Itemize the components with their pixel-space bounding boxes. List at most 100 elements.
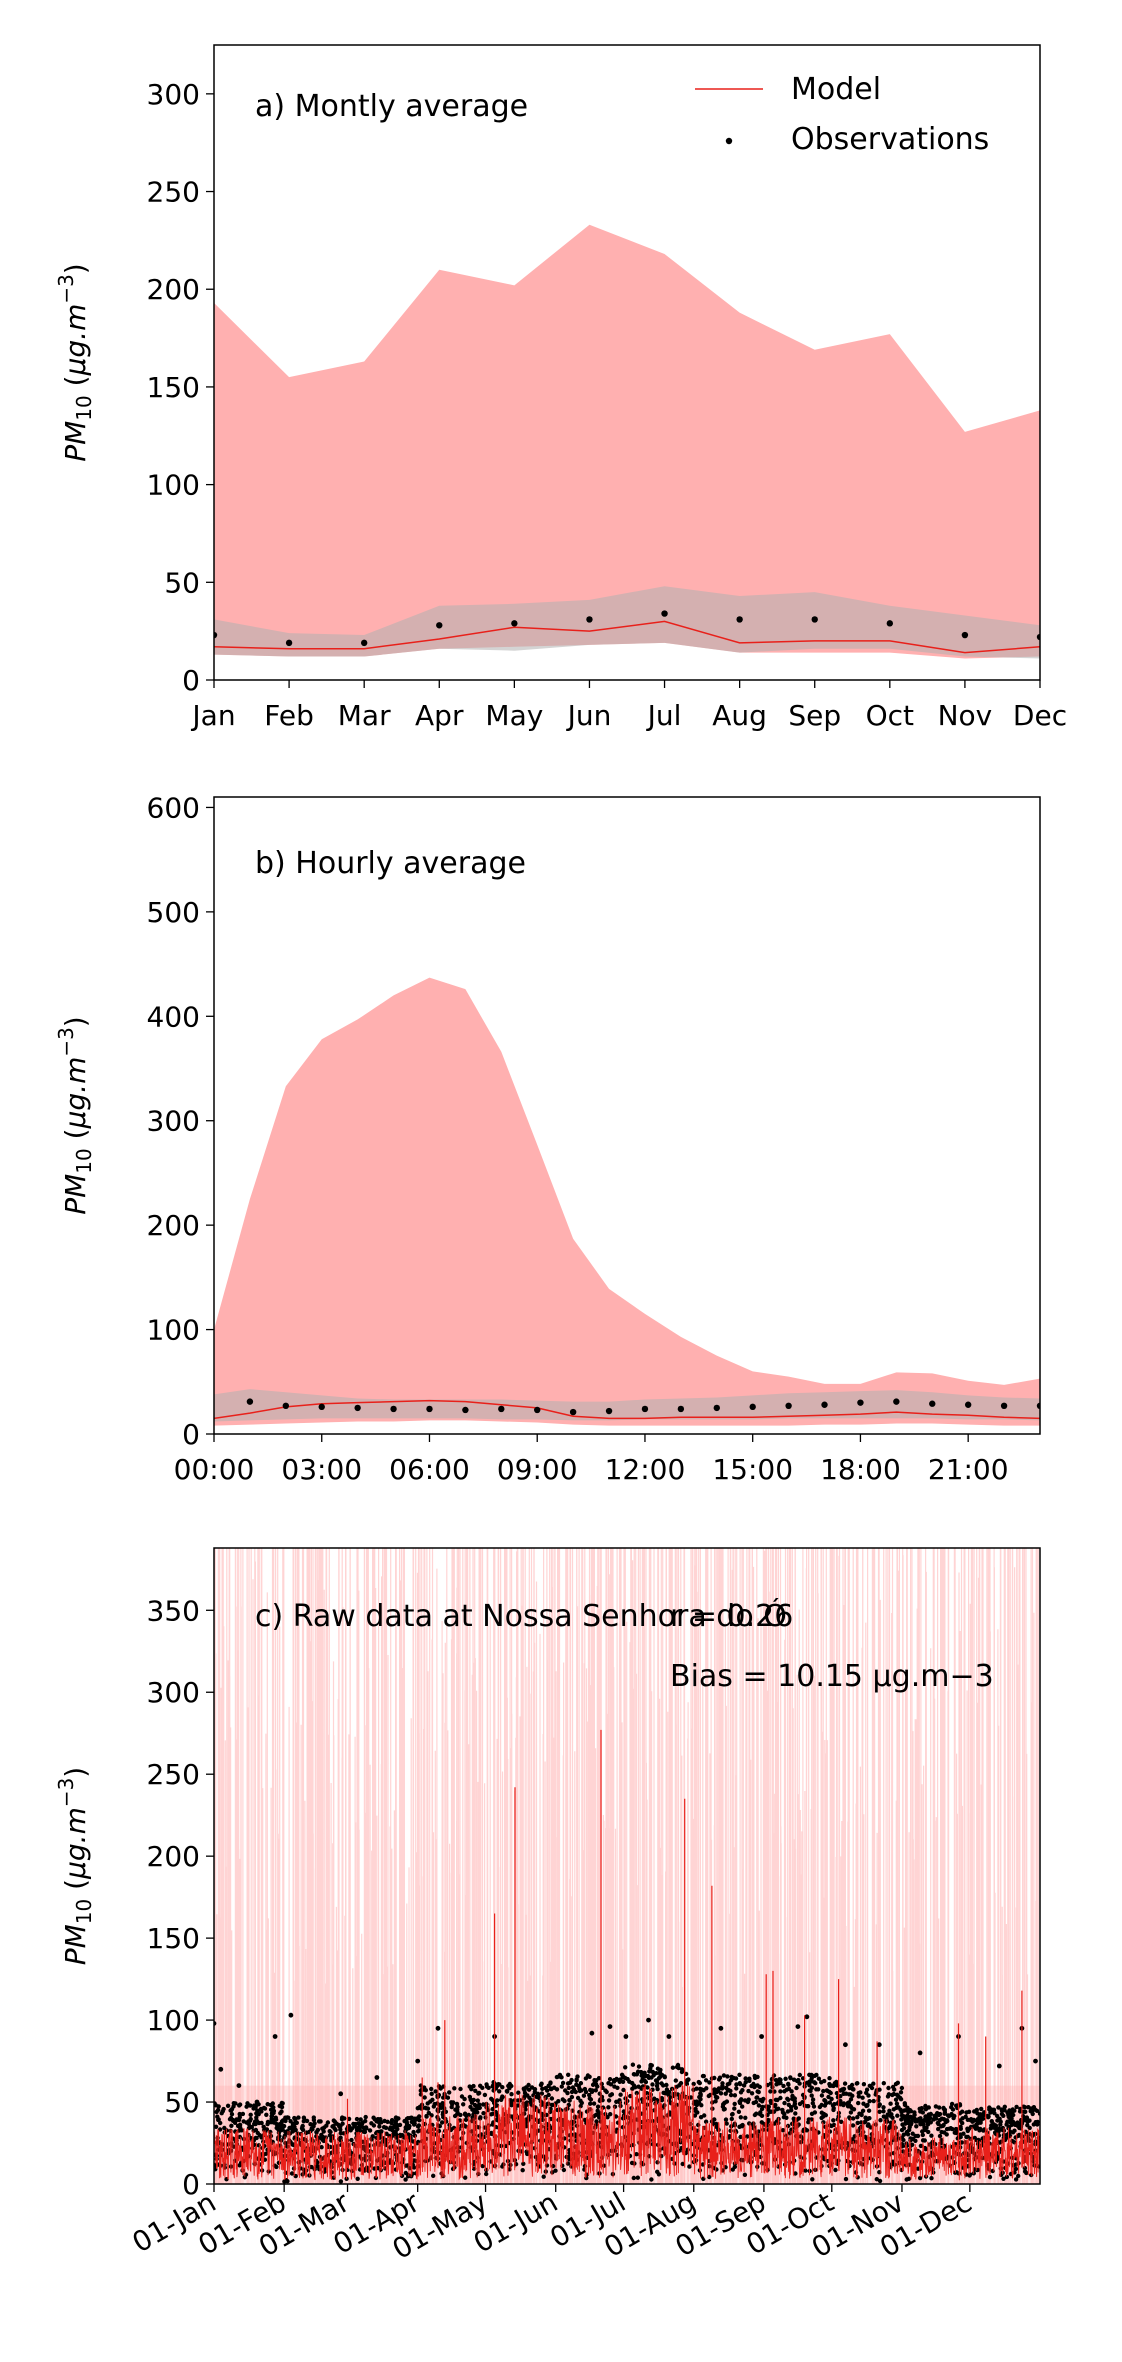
axes-frame <box>213 1547 1041 2185</box>
label-part: μg.m <box>59 304 92 377</box>
obs-range-band <box>214 1389 1040 1422</box>
axes-frame <box>213 796 1041 1435</box>
y-tick-label: 200 <box>147 273 200 306</box>
axes-frame <box>213 44 1041 681</box>
model-range-spikes <box>214 1548 1039 2184</box>
obs-point <box>677 1405 685 1413</box>
label-part: −3 <box>54 1778 78 1807</box>
correlation-label: r = 0.26 <box>670 1599 793 1634</box>
bias-label: Bias = 10.15 μg.m−3 <box>670 1659 994 1694</box>
legend: Model Observations <box>695 72 989 157</box>
y-tick-label: 50 <box>164 566 200 599</box>
y-tick-label: 100 <box>147 1314 200 1347</box>
obs-point <box>534 1406 541 1414</box>
label-part: μg.m <box>59 1057 92 1130</box>
x-tick-label: Feb <box>264 699 314 732</box>
x-tick-label: 12:00 <box>605 1453 686 1486</box>
y-tick-label: 350 <box>147 1594 200 1627</box>
x-tick-label: 09:00 <box>497 1453 578 1486</box>
x-tick-label: Nov <box>938 699 993 732</box>
obs-point <box>661 610 668 617</box>
label-part: 10 <box>72 1899 96 1924</box>
y-tick-label: 250 <box>147 1758 200 1791</box>
obs-point <box>214 631 218 639</box>
label-part: PM <box>59 1924 92 1965</box>
label-part: ) <box>59 1767 92 1778</box>
y-tick-label: 150 <box>147 371 200 404</box>
obs-point <box>749 1403 756 1411</box>
obs-point <box>318 1403 325 1411</box>
label-part: ( <box>59 1128 92 1148</box>
obs-point <box>1000 1402 1008 1410</box>
obs-point <box>246 1398 254 1405</box>
label-part: 10 <box>72 1148 96 1173</box>
label-part: ) <box>59 263 92 274</box>
obs-point <box>436 622 443 629</box>
y-tick-label: 150 <box>147 1922 200 1955</box>
panel-c: 05010015020025030035001-Jan01-Feb01-Mar0… <box>54 1547 1041 2266</box>
label-part: ( <box>59 1879 92 1899</box>
panel-b: 0 100 200 300 400 500 600 00:00 03:00 06:00 09:00 1… <box>54 791 1041 1486</box>
y-tick-label: 0 <box>182 664 200 697</box>
y-tick-label: 200 <box>147 1840 200 1873</box>
label-part: 10 <box>72 395 96 420</box>
obs-point <box>586 616 593 623</box>
model-peaks <box>346 1729 1023 2168</box>
plot-area <box>214 977 1040 1426</box>
plot-area <box>214 224 1040 659</box>
x-tick-label: 06:00 <box>389 1453 470 1486</box>
y-tick-label: 300 <box>147 78 200 111</box>
obs-point <box>811 616 818 623</box>
legend-model-label: Model <box>791 72 881 107</box>
y-tick-label: 300 <box>147 1105 200 1138</box>
obs-point <box>964 1401 972 1408</box>
obs-point <box>641 1405 649 1413</box>
y-tick-label: 0 <box>182 1418 200 1451</box>
x-tick-label: Apr <box>415 699 464 732</box>
y-tick-label: 50 <box>164 2086 200 2119</box>
obs-point <box>605 1407 613 1415</box>
model-line <box>214 620 1040 654</box>
obs-point <box>929 1400 936 1407</box>
label-part: μg.m <box>59 1807 92 1880</box>
obs-point <box>886 620 894 627</box>
x-tick-label: Jul <box>646 699 682 732</box>
obs-point <box>426 1405 433 1413</box>
label-part: ) <box>59 1016 92 1027</box>
x-tick-label: 00:00 <box>174 1453 255 1486</box>
label-part: ( <box>59 375 92 395</box>
x-tick-label: Dec <box>1013 699 1067 732</box>
x-tick-label: Jan <box>190 699 235 732</box>
model-range-band <box>214 224 1040 659</box>
x-tick-label: May <box>485 699 543 732</box>
y-tick-label: 200 <box>147 1209 200 1242</box>
y-tick-label: 0 <box>182 2168 200 2201</box>
obs-point <box>354 1404 361 1412</box>
x-tick-label: 15:00 <box>712 1453 793 1486</box>
obs-point <box>498 1405 505 1413</box>
x-tick-label: Aug <box>712 699 767 732</box>
y-axis-label: PM10 (μg.m−3) <box>54 1767 96 1966</box>
y-tick-label: 100 <box>147 469 200 502</box>
obs-point <box>736 616 743 623</box>
obs-point <box>713 1404 720 1412</box>
obs-point <box>285 639 293 647</box>
obs-point <box>569 1408 577 1416</box>
x-tick-label: 03:00 <box>281 1453 362 1486</box>
obs-point <box>360 639 368 647</box>
obs-point <box>390 1405 397 1413</box>
panel-title: a) Montly average <box>255 89 528 124</box>
obs-point <box>785 1402 792 1410</box>
legend-obs-swatch <box>725 137 733 145</box>
obs-point <box>857 1399 864 1406</box>
obs-point <box>961 631 969 639</box>
panel-title: c) Raw data at Nossa Senhora do Ó <box>255 1597 787 1634</box>
y-tick-label: 250 <box>147 176 200 209</box>
y-tick-label: 500 <box>147 896 200 929</box>
x-tick-label: Oct <box>866 699 914 732</box>
y-tick-label: 400 <box>147 1000 200 1033</box>
x-tick-label: 21:00 <box>928 1453 1009 1486</box>
obs-point <box>462 1406 469 1414</box>
legend-obs-label: Observations <box>791 122 989 157</box>
